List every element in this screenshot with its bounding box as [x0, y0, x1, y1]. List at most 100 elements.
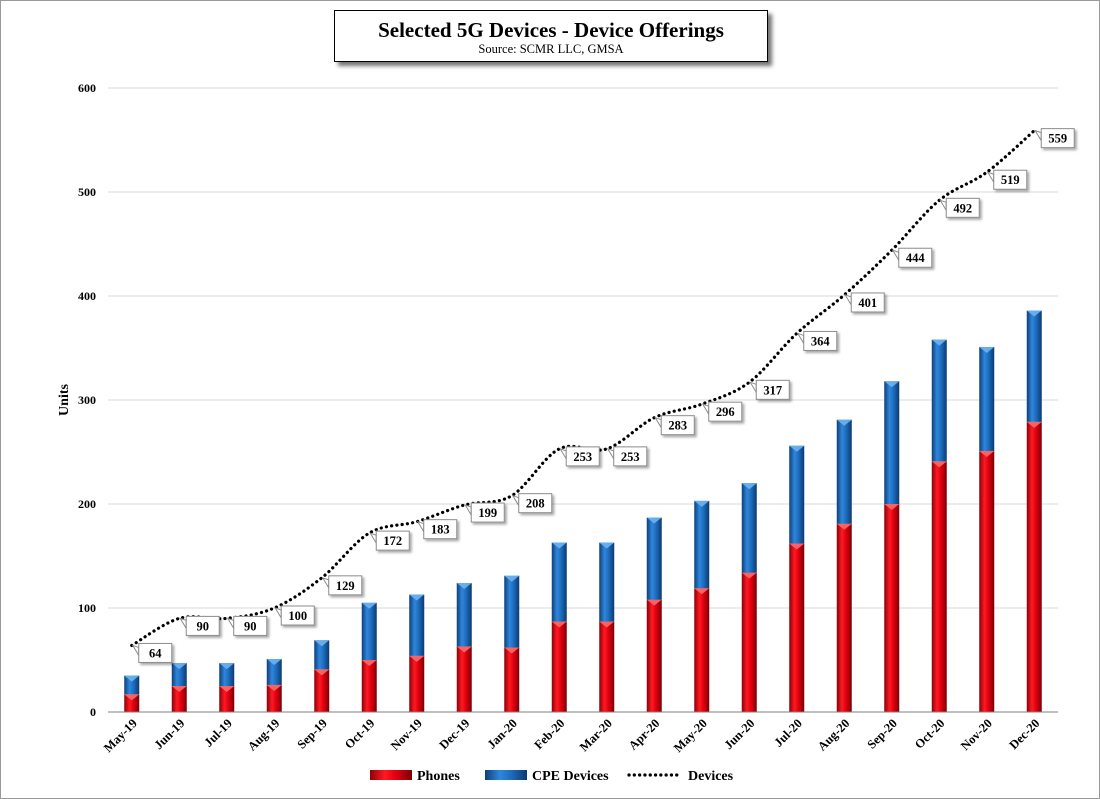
devices-data-label: 559	[1034, 128, 1075, 149]
y-tick-label: 0	[90, 705, 96, 719]
x-tick-label: Jan-20	[484, 716, 519, 751]
bar-phones	[1026, 421, 1042, 712]
bar-phones-cap	[314, 669, 330, 676]
devices-data-label: 172	[369, 530, 410, 551]
bar-cpe-devices	[266, 658, 282, 685]
svg-text:253: 253	[621, 450, 640, 464]
bar-phones-cap	[884, 504, 900, 510]
chart-title: Selected 5G Devices - Device Offerings	[378, 18, 724, 42]
bar-phones	[836, 523, 852, 712]
y-axis-label: Units	[57, 384, 72, 416]
devices-data-label: 444	[891, 247, 933, 268]
bar-cpe-devices	[456, 583, 472, 647]
bar-cpe-devices	[979, 346, 995, 451]
bar-cpe-devices	[836, 419, 852, 524]
x-tick-label: Jul-19	[201, 716, 234, 749]
bar-phones	[314, 669, 330, 712]
bar-cpe-cap	[599, 542, 615, 549]
y-tick-label: 600	[78, 81, 96, 95]
x-tick-label: Sep-19	[294, 716, 329, 751]
bar-phones	[361, 660, 377, 712]
bar-phones	[409, 655, 425, 712]
bar-cpe-devices	[124, 675, 140, 695]
bar-cpe-devices	[884, 381, 900, 504]
svg-text:172: 172	[383, 534, 402, 548]
devices-data-label: 208	[511, 493, 553, 514]
x-tick-label: Oct-19	[342, 716, 377, 751]
bar-cpe-cap	[314, 640, 330, 647]
bar-phones	[646, 599, 662, 712]
bar-phones	[741, 572, 757, 712]
bar-cpe-cap	[219, 663, 235, 670]
x-tick-label: Jul-20	[771, 716, 804, 749]
devices-data-label: 90	[226, 615, 268, 636]
bar-cpe-cap	[979, 346, 995, 353]
devices-data-label: 100	[274, 605, 315, 626]
svg-text:401: 401	[858, 296, 877, 310]
bar-cpe-devices	[646, 517, 662, 600]
bar-phones	[694, 588, 710, 712]
x-tick-label: Dec-19	[436, 716, 472, 752]
bar-phones-cap	[551, 621, 567, 628]
svg-text:296: 296	[716, 405, 735, 419]
legend-label: CPE Devices	[532, 769, 609, 784]
bar-cpe-devices	[551, 542, 567, 622]
bar-cpe-devices	[171, 663, 187, 686]
devices-data-label: 296	[701, 401, 743, 422]
bar-cpe-devices	[694, 500, 710, 589]
bar-phones	[124, 694, 140, 712]
bar-phones-cap	[694, 588, 710, 595]
bar-cpe-devices	[409, 594, 425, 656]
devices-data-label: 519	[986, 169, 1028, 190]
legend-item: Devices	[627, 769, 734, 784]
svg-text:183: 183	[431, 523, 450, 537]
bar-cpe-cap	[836, 419, 852, 426]
x-tick-label: May-20	[671, 716, 710, 755]
bar-phones-cap	[599, 621, 615, 628]
y-tick-label: 200	[78, 497, 96, 511]
devices-data-label: 364	[796, 330, 838, 351]
bar-cpe-cap	[646, 517, 662, 524]
svg-text:444: 444	[906, 251, 926, 265]
bar-cpe-cap	[171, 663, 187, 670]
legend-label: Devices	[688, 769, 734, 784]
legend: Phones CPE Devices Devices	[370, 769, 734, 784]
bar-phones-cap	[124, 694, 140, 701]
svg-text:492: 492	[953, 201, 972, 215]
devices-data-label: 199	[464, 502, 505, 523]
x-tick-label: Jun-20	[721, 716, 757, 752]
x-tick-label: Dec-20	[1006, 716, 1042, 752]
bar-cpe-cap	[789, 445, 805, 452]
x-tick-label: Apr-20	[626, 716, 663, 753]
x-tick-label: Aug-20	[815, 716, 852, 753]
x-tick-label: Sep-20	[864, 716, 899, 751]
legend-item: Phones	[370, 769, 460, 784]
svg-text:100: 100	[288, 609, 307, 623]
bar-phones	[931, 461, 947, 712]
bar-phones-cap	[361, 660, 377, 666]
svg-text:208: 208	[526, 497, 545, 511]
bar-cpe-devices	[789, 445, 805, 544]
x-tick-label: Aug-19	[245, 716, 282, 753]
x-tick-label: May-19	[101, 716, 140, 755]
bar-phones-cap	[266, 684, 282, 691]
devices-data-label: 283	[654, 415, 695, 436]
bar-phones-cap	[456, 646, 472, 653]
y-tick-label: 100	[78, 601, 96, 615]
svg-text:199: 199	[478, 506, 497, 520]
y-axis-ticks: 0 100 200 300 400 500 600	[78, 81, 96, 719]
legend-swatch	[370, 770, 412, 780]
legend-swatch	[485, 770, 527, 780]
devices-data-label: 253	[606, 446, 648, 467]
bar-phones	[266, 684, 282, 712]
bar-phones	[456, 646, 472, 712]
bar-phones-cap	[741, 572, 757, 579]
bar-cpe-cap	[1026, 310, 1042, 317]
bar-phones-cap	[409, 655, 425, 662]
chart-subtitle: Source: SCMR LLC, GMSA	[478, 42, 624, 56]
x-tick-label: Feb-20	[531, 716, 567, 752]
bar-cpe-cap	[456, 583, 472, 590]
bar-cpe-cap	[694, 500, 710, 507]
svg-text:90: 90	[197, 619, 210, 633]
